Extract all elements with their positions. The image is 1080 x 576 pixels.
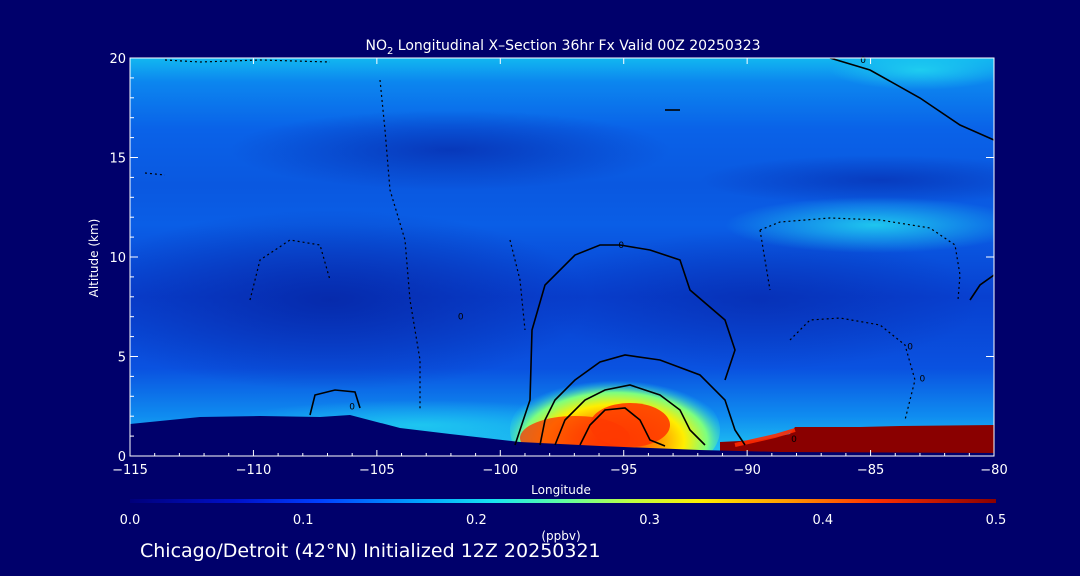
no2-concentration-field: [130, 58, 994, 456]
footer-caption: Chicago/Detroit (42°N) Initialized 12Z 2…: [140, 540, 601, 562]
contour-label: 0: [458, 313, 464, 323]
x-axis: −115 −110 −105 −100 −95 −90 −85 −80: [112, 58, 1008, 478]
contour-label: 0: [791, 435, 797, 445]
contour-label: 0: [907, 343, 913, 353]
x-tick-label: −100: [482, 463, 518, 478]
contour-label: 0: [349, 402, 355, 412]
x-axis-title: Longitude: [531, 483, 591, 497]
y-axis-title: Altitude (km): [87, 219, 101, 298]
colorbar: [130, 499, 996, 503]
contour-label: 0: [618, 241, 624, 251]
x-tick-label: −85: [857, 463, 884, 478]
x-tick-label: −115: [112, 463, 148, 478]
y-tick-label: 10: [109, 251, 126, 266]
y-tick-label: 0: [118, 450, 126, 465]
colorbar-ticks: 0.0 0.1 0.2 0.3 0.4 0.5: [120, 513, 1007, 528]
colorbar-tick-label: 0.3: [639, 513, 660, 528]
y-tick-label: 20: [109, 52, 126, 67]
x-tick-label: −110: [236, 463, 272, 478]
colorbar-tick-label: 0.1: [293, 513, 314, 528]
x-tick-label: −90: [733, 463, 760, 478]
y-tick-label: 5: [118, 351, 126, 366]
colorbar-unit-label: (ppbv): [541, 529, 580, 543]
contour-label: 0: [920, 374, 926, 384]
colorbar-tick-label: 0.5: [986, 513, 1007, 528]
x-tick-label: −95: [610, 463, 637, 478]
y-axis: 0 5 10 15 20: [109, 52, 994, 465]
x-tick-label: −105: [359, 463, 395, 478]
contour-labels: 0 0 0 0 0 0 0: [349, 56, 925, 445]
y-tick-label: 15: [109, 152, 126, 167]
chart-title: NO2 Longitudinal X–Section 36hr Fx Valid…: [365, 38, 760, 57]
colorbar-tick-label: 0.0: [120, 513, 141, 528]
x-tick-label: −80: [980, 463, 1007, 478]
colorbar-tick-label: 0.2: [466, 513, 487, 528]
colorbar-tick-label: 0.4: [812, 513, 833, 528]
contour-label: 0: [860, 56, 866, 66]
